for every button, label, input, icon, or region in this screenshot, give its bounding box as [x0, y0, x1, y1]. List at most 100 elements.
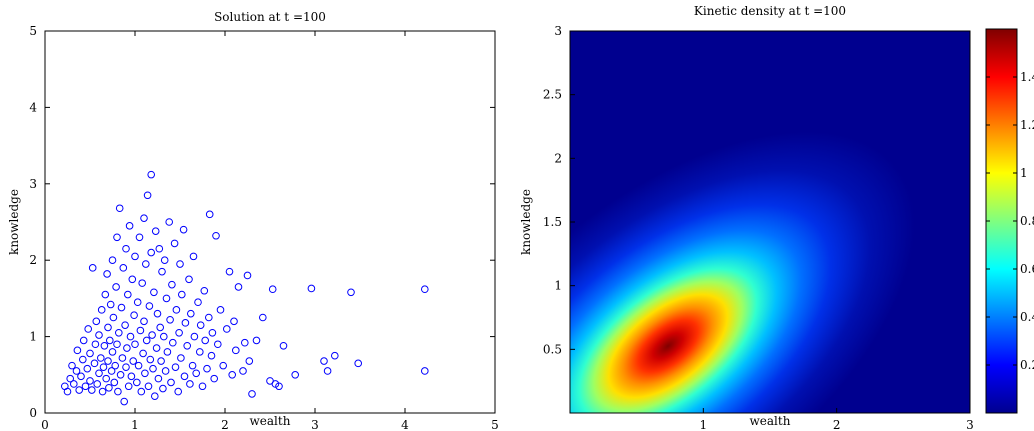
colorbar-tick-label: 0.2	[1020, 358, 1034, 372]
density-ytick-label: 3	[554, 24, 562, 38]
scatter-point	[177, 354, 185, 362]
scatter-point	[92, 317, 101, 326]
scatter-point	[147, 170, 155, 179]
scatter-point	[166, 315, 174, 324]
scatter-ytick-label: 1	[29, 330, 37, 344]
scatter-xtick-label: 5	[491, 418, 499, 431]
scatter-point	[124, 382, 133, 391]
scatter-frame	[44, 30, 496, 414]
scatter-point	[95, 331, 103, 339]
scatter-point	[127, 372, 136, 381]
scatter-point	[111, 361, 119, 370]
density-ytick-label: 1	[554, 279, 562, 293]
scatter-points	[61, 170, 429, 406]
scatter-point	[189, 252, 198, 261]
density-ytick-label: 2	[554, 151, 562, 165]
scatter-point	[169, 338, 177, 347]
scatter-point	[183, 341, 191, 350]
scatter-point	[140, 317, 148, 326]
scatter-point	[131, 252, 139, 261]
scatter-point	[181, 319, 190, 327]
scatter-point	[225, 267, 234, 276]
scatter-point	[186, 380, 194, 388]
scatter-xtick-label: 3	[311, 418, 319, 431]
scatter-point	[93, 380, 101, 388]
scatter-point	[161, 367, 170, 375]
scatter-point	[205, 210, 214, 219]
scatter-point	[70, 380, 78, 388]
scatter-point	[243, 271, 252, 280]
colorbar-tick-label: 1	[1020, 166, 1028, 180]
scatter-point	[118, 354, 127, 362]
scatter-point	[119, 264, 128, 272]
scatter-point	[210, 374, 218, 383]
scatter-point	[106, 336, 114, 345]
scatter-point	[131, 340, 139, 349]
scatter-point	[91, 340, 100, 349]
density-ytick-label: 2.5	[543, 88, 562, 102]
scatter-point	[168, 280, 176, 289]
scatter-point	[103, 270, 111, 278]
scatter-point	[421, 285, 429, 294]
scatter-point	[241, 338, 249, 347]
scatter-point	[185, 275, 193, 284]
scatter-point	[153, 309, 162, 318]
scatter-xtick-label: 2	[221, 418, 229, 431]
scatter-point	[133, 378, 141, 387]
scatter-ylabel: knowledge	[7, 189, 21, 255]
scatter-point	[190, 332, 199, 341]
scatter-point	[268, 285, 277, 294]
scatter-point	[109, 313, 118, 322]
density-ticks: 1 2 3 0.5 1 1.5 2 2.5 3	[543, 24, 974, 431]
scatter-point	[203, 364, 211, 373]
scatter-point	[66, 374, 74, 383]
scatter-point	[81, 382, 90, 391]
scatter-point	[113, 233, 121, 242]
scatter-point	[320, 357, 328, 365]
scatter-point	[97, 306, 106, 314]
scatter-point	[130, 311, 138, 320]
scatter-point	[174, 387, 182, 396]
density-xtick-label: 3	[966, 418, 974, 431]
scatter-point	[134, 361, 143, 370]
scatter-point	[140, 214, 148, 222]
density-ytick-label: 0.5	[543, 342, 562, 356]
scatter-point	[115, 204, 124, 213]
scatter-point	[171, 363, 180, 371]
scatter-point	[159, 384, 167, 393]
scatter-ytick-label: 4	[29, 100, 37, 114]
density-ylabel: knowledge	[519, 189, 533, 255]
scatter-point	[180, 372, 189, 381]
scatter-point	[239, 367, 247, 375]
scatter-point	[117, 303, 126, 312]
scatter-ytick-label: 3	[29, 177, 37, 191]
scatter-point	[129, 357, 137, 365]
scatter-point	[125, 222, 134, 230]
scatter-point	[148, 331, 156, 339]
scatter-point	[219, 361, 227, 370]
scatter-point	[196, 348, 204, 356]
scatter-point	[77, 372, 85, 381]
scatter-point	[137, 387, 146, 396]
density-xlabel: wealth	[750, 414, 791, 428]
scatter-point	[116, 371, 125, 379]
scatter-point	[192, 369, 200, 378]
scatter-point	[95, 369, 103, 378]
scatter-point	[279, 341, 288, 350]
scatter-point	[145, 302, 154, 310]
scatter-ytick-label: 0	[29, 406, 37, 420]
scatter-point	[144, 382, 153, 391]
scatter-point	[178, 290, 186, 299]
scatter-point	[84, 325, 92, 333]
scatter-point	[105, 383, 113, 392]
scatter-point	[354, 359, 363, 368]
scatter-point	[124, 290, 132, 299]
scatter-point	[223, 325, 231, 333]
scatter-point	[214, 340, 222, 349]
scatter-point	[248, 390, 256, 398]
scatter-point	[207, 351, 216, 360]
scatter-point	[146, 355, 155, 364]
colorbar-tick-label: 0.4	[1020, 310, 1034, 324]
scatter-point	[104, 323, 112, 332]
colorbar-ticks: 0.2 0.4 0.6 0.8 1 1.2 1.4	[986, 70, 1034, 372]
